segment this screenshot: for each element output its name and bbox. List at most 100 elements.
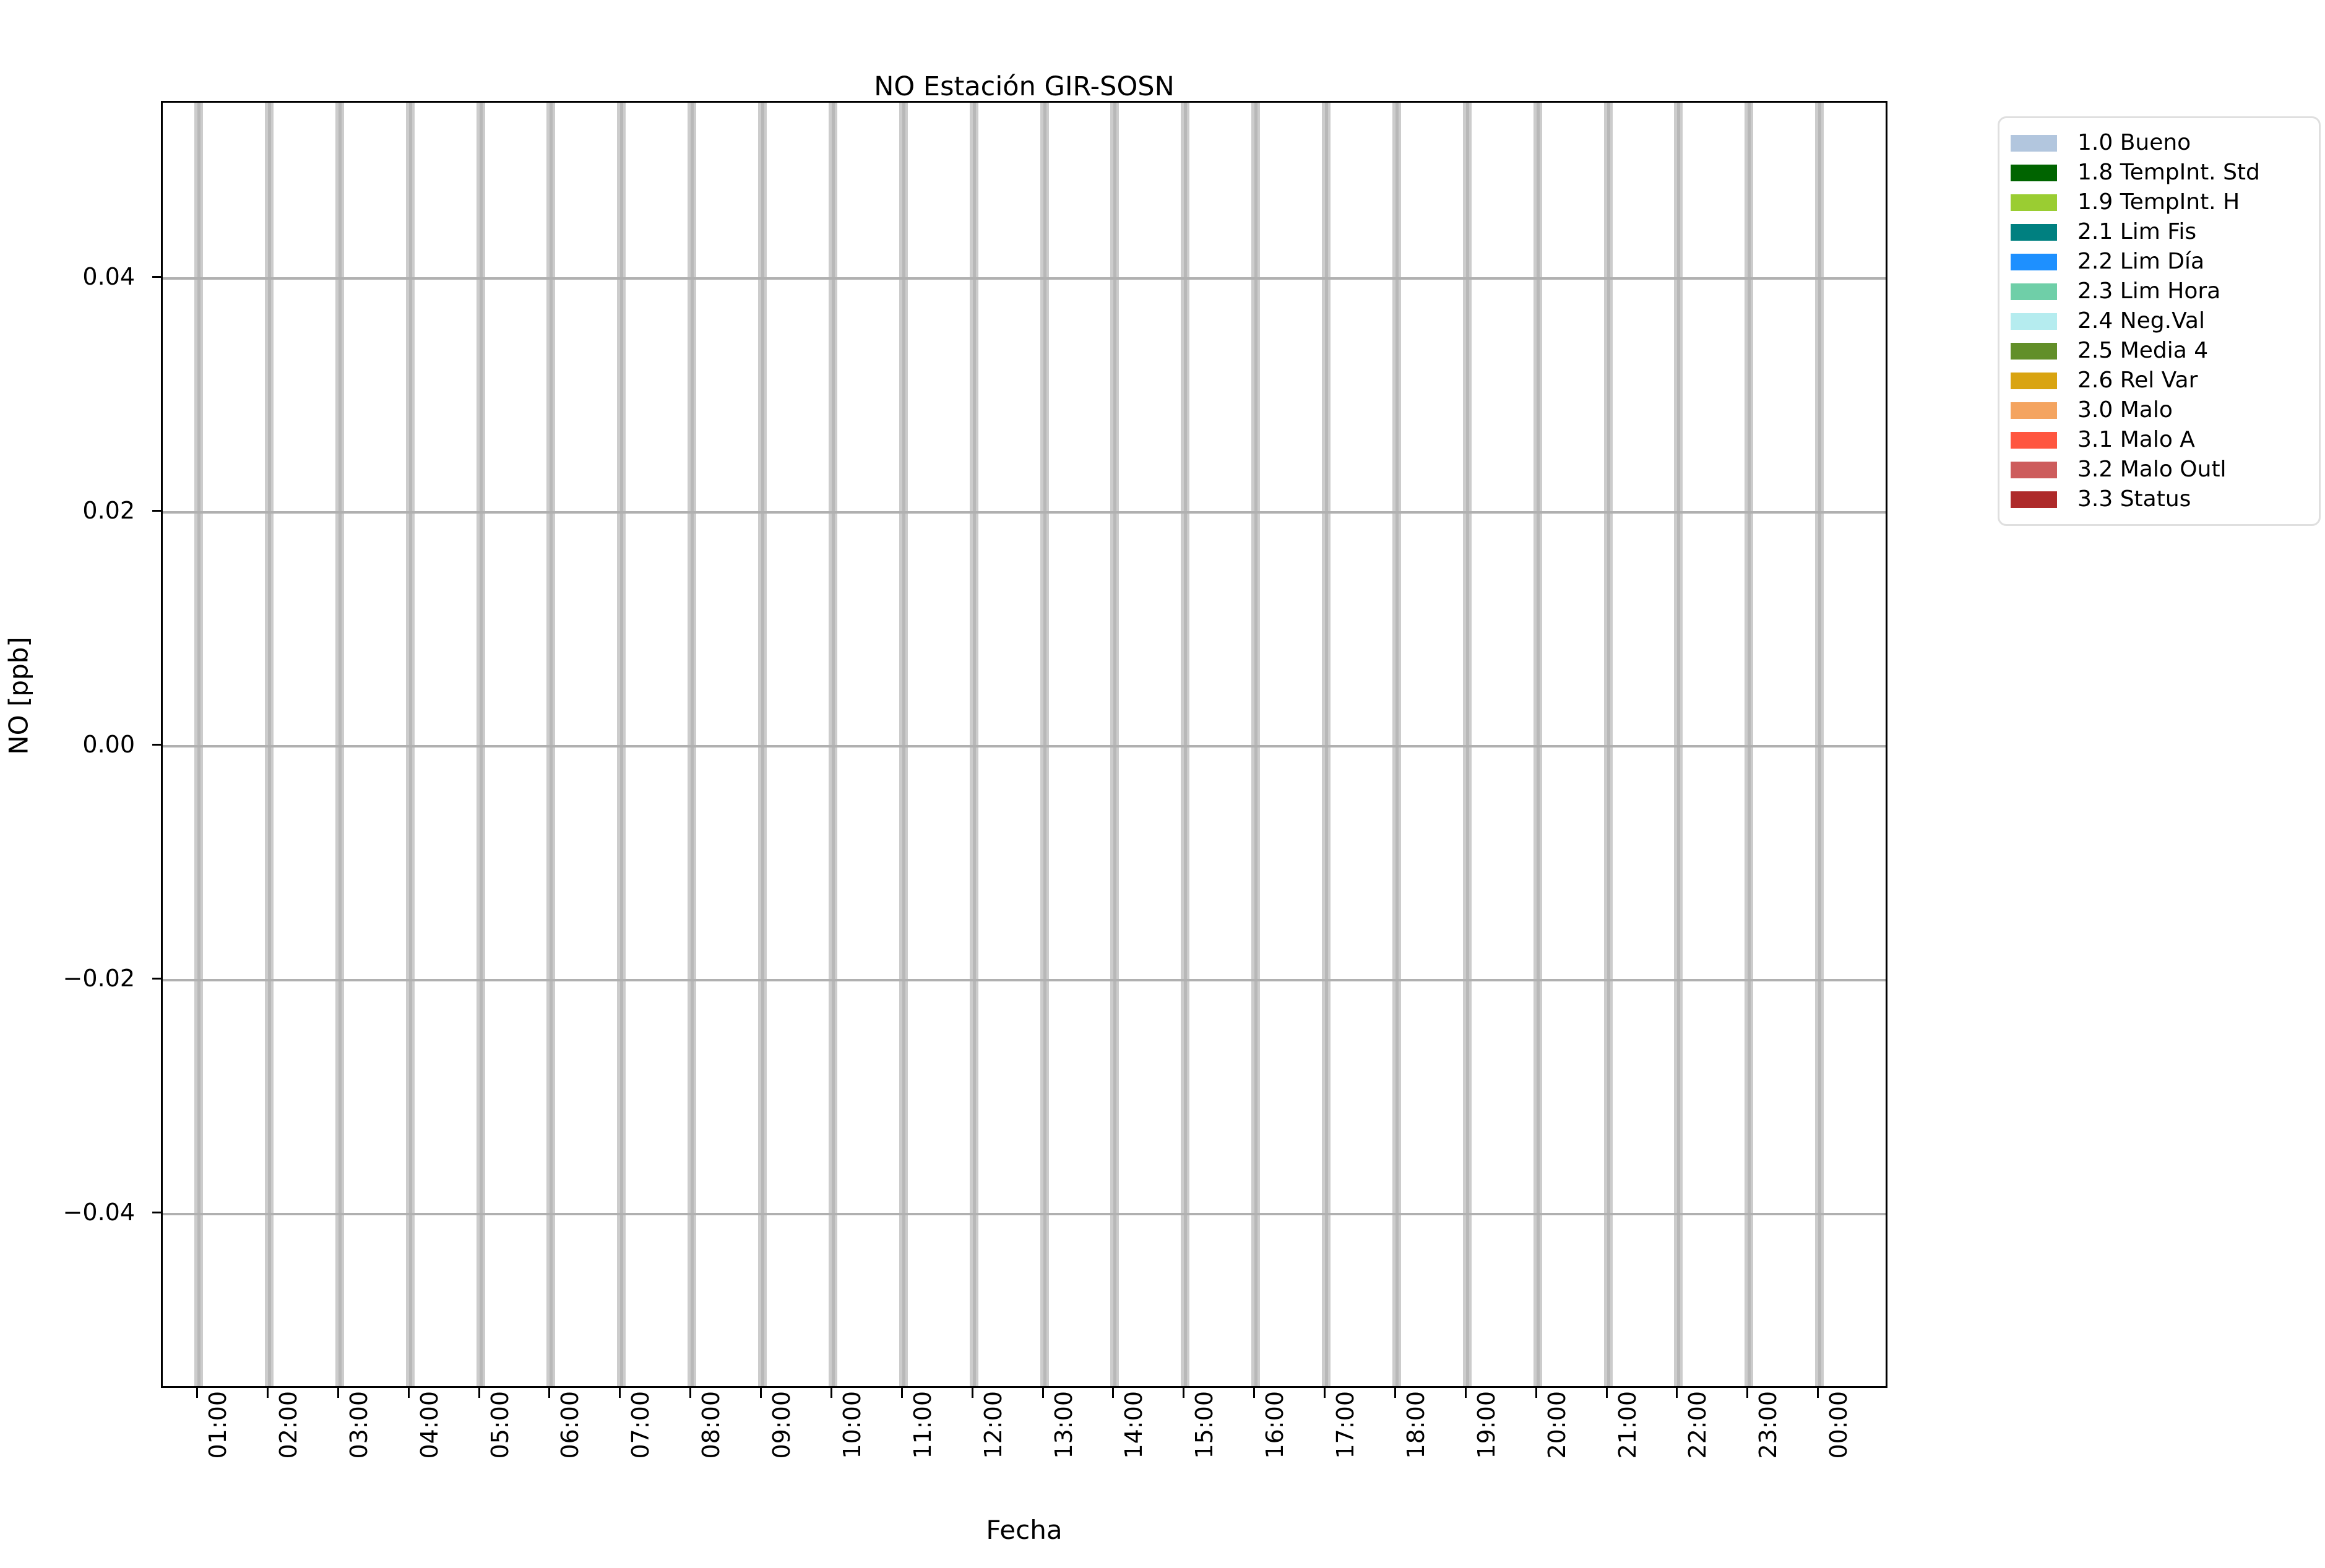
category-gridline — [338, 103, 342, 1386]
category-gridline — [197, 103, 201, 1386]
category-gridline — [972, 103, 976, 1386]
x-tick-label: 14:00 — [1120, 1391, 1148, 1459]
legend-item[interactable]: 3.0 Malo — [1999, 395, 2319, 425]
category-band — [1462, 103, 1472, 1386]
category-gridline — [1748, 103, 1751, 1386]
legend-item-label: 1.8 TempInt. Std — [2077, 160, 2260, 185]
category-gridline — [1254, 103, 1258, 1386]
x-tick-mark — [900, 1388, 903, 1398]
legend-color-swatch — [2011, 372, 2057, 389]
x-tick-label: 04:00 — [415, 1391, 443, 1459]
y-tick-mark — [152, 978, 161, 980]
category-gridline — [831, 103, 835, 1386]
legend-item[interactable]: 2.3 Lim Hora — [1999, 277, 2319, 306]
x-tick-mark — [1605, 1388, 1608, 1398]
category-gridline — [550, 103, 553, 1386]
x-tick-label: 03:00 — [345, 1391, 373, 1459]
category-gridline — [1536, 103, 1540, 1386]
category-gridline — [1043, 103, 1046, 1386]
legend-item[interactable]: 3.3 Status — [1999, 485, 2319, 514]
category-gridline — [761, 103, 765, 1386]
x-tick-label: 08:00 — [697, 1391, 725, 1459]
gridline-horizontal — [163, 1213, 1886, 1216]
y-tick-mark — [152, 509, 161, 512]
category-gridline — [1465, 103, 1469, 1386]
gridline-horizontal — [163, 979, 1886, 982]
legend-color-swatch — [2011, 461, 2057, 478]
y-tick-mark — [152, 744, 161, 746]
category-gridline — [1113, 103, 1117, 1386]
legend-color-swatch — [2011, 223, 2057, 241]
category-band — [1110, 103, 1119, 1386]
legend-item-label: 2.4 Neg.Val — [2077, 308, 2205, 334]
x-tick-mark — [1112, 1388, 1115, 1398]
x-tick-mark — [196, 1388, 198, 1398]
legend-item[interactable]: 2.6 Rel Var — [1999, 366, 2319, 395]
category-gridline — [1677, 103, 1681, 1386]
y-tick-label: 0.04 — [82, 262, 135, 290]
x-tick-mark — [1183, 1388, 1185, 1398]
x-tick-label: 18:00 — [1402, 1391, 1430, 1459]
category-band — [1674, 103, 1683, 1386]
legend-item[interactable]: 1.8 TempInt. Std — [1999, 158, 2319, 187]
x-axis-label: Fecha — [986, 1515, 1063, 1545]
x-tick-mark — [760, 1388, 762, 1398]
category-gridline — [620, 103, 624, 1386]
x-tick-mark — [337, 1388, 339, 1398]
x-tick-label: 06:00 — [556, 1391, 584, 1459]
x-tick-label: 13:00 — [1050, 1391, 1077, 1459]
gridline-horizontal — [163, 277, 1886, 280]
category-gridline — [1184, 103, 1188, 1386]
category-band — [617, 103, 626, 1386]
legend-item-label: 3.0 Malo — [2077, 397, 2173, 423]
x-tick-mark — [830, 1388, 832, 1398]
x-tick-label: 17:00 — [1332, 1391, 1360, 1459]
category-band — [1181, 103, 1190, 1386]
x-tick-label: 12:00 — [979, 1391, 1007, 1459]
x-tick-label: 16:00 — [1261, 1391, 1289, 1459]
x-tick-label: 20:00 — [1543, 1391, 1571, 1459]
chart-legend: 1.0 Bueno 1.8 TempInt. Std 1.9 TempInt. H 2… — [1998, 116, 2321, 526]
legend-color-swatch — [2011, 253, 2057, 270]
category-band — [1392, 103, 1401, 1386]
x-tick-label: 09:00 — [768, 1391, 796, 1459]
legend-item[interactable]: 3.2 Malo Outl — [1999, 455, 2319, 485]
legend-item-label: 2.6 Rel Var — [2077, 368, 2198, 393]
y-tick-label: −0.04 — [63, 1199, 135, 1226]
gridline-horizontal — [163, 745, 1886, 747]
legend-item-label: 3.2 Malo Outl — [2077, 457, 2227, 482]
x-tick-label: 02:00 — [274, 1391, 302, 1459]
x-tick-mark — [1676, 1388, 1678, 1398]
category-band — [1040, 103, 1049, 1386]
legend-item[interactable]: 2.2 Lim Día — [1999, 247, 2319, 277]
legend-item[interactable]: 2.1 Lim Fis — [1999, 217, 2319, 247]
legend-color-swatch — [2011, 194, 2057, 211]
x-tick-label: 00:00 — [1825, 1391, 1853, 1459]
x-tick-mark — [1535, 1388, 1537, 1398]
category-gridline — [1607, 103, 1610, 1386]
legend-item-label: 3.1 Malo A — [2077, 427, 2195, 452]
legend-item[interactable]: 3.1 Malo A — [1999, 425, 2319, 455]
legend-item[interactable]: 1.0 Bueno — [1999, 128, 2319, 158]
category-gridline — [691, 103, 694, 1386]
chart-title-line-1: NO Estación GIR-SOSN — [874, 71, 1175, 102]
category-band — [1745, 103, 1754, 1386]
legend-item-label: 2.5 Media 4 — [2077, 338, 2209, 363]
legend-item[interactable]: 1.9 TempInt. H — [1999, 187, 2319, 217]
category-band — [758, 103, 767, 1386]
x-tick-label: 21:00 — [1613, 1391, 1641, 1459]
y-tick-label: 0.00 — [82, 731, 135, 758]
legend-item[interactable]: 2.5 Media 4 — [1999, 336, 2319, 366]
legend-color-swatch — [2011, 431, 2057, 449]
x-tick-mark — [266, 1388, 269, 1398]
legend-color-swatch — [2011, 402, 2057, 419]
category-band — [1815, 103, 1824, 1386]
category-band — [264, 103, 274, 1386]
category-band — [828, 103, 837, 1386]
x-tick-mark — [1253, 1388, 1256, 1398]
y-tick-label: −0.02 — [63, 965, 135, 993]
x-tick-mark — [1042, 1388, 1044, 1398]
x-tick-mark — [1324, 1388, 1326, 1398]
x-tick-label: 23:00 — [1754, 1391, 1782, 1459]
legend-item[interactable]: 2.4 Neg.Val — [1999, 306, 2319, 336]
